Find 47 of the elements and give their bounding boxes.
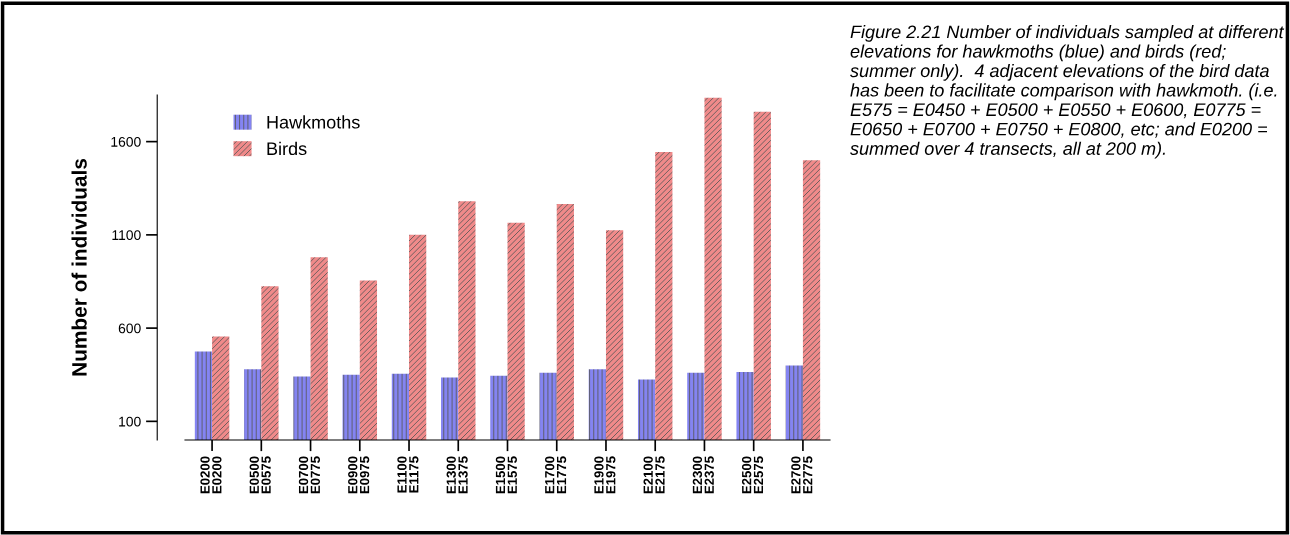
bar (655, 151, 673, 440)
bar (409, 234, 427, 440)
y-tick-label: 100 (119, 416, 141, 427)
bar (244, 369, 262, 440)
bar (212, 336, 230, 440)
bar (637, 379, 656, 440)
bar (802, 160, 821, 440)
bar (753, 111, 771, 440)
x-tick-label: E1500 E1575 (495, 456, 517, 494)
x-tick-label: E0700 E0775 (298, 456, 321, 494)
x-tick-label: E0200 E0200 (200, 456, 222, 494)
x-tick-label: E1100 E1175 (397, 456, 419, 493)
bar (736, 371, 754, 440)
x-tick-label: E0900 E0975 (348, 456, 370, 494)
bar (359, 280, 378, 440)
x-tick-label: E0500 E0575 (249, 456, 271, 494)
bar (261, 286, 279, 440)
bar (293, 376, 311, 440)
y-tick-label: 1600 (111, 136, 141, 147)
x-tick-label: E2500 E2575 (741, 456, 764, 494)
bar (704, 97, 722, 440)
x-tick-label: E2100 E2175 (643, 456, 665, 494)
bar (605, 230, 624, 440)
legend-label: Hawkmoths (267, 115, 360, 129)
bar (441, 377, 459, 440)
y-tick-label: 1100 (112, 230, 141, 241)
bar (539, 372, 557, 440)
x-tick-label: E1900 E1975 (594, 456, 616, 494)
bar (310, 257, 328, 440)
bar (556, 204, 574, 440)
bar (687, 372, 705, 440)
x-tick-label: E1700 E1775 (545, 456, 567, 494)
bar (194, 351, 213, 440)
legend-label: Birds (267, 141, 307, 156)
bar (785, 365, 803, 440)
y-tick-label: 600 (118, 323, 141, 334)
x-tick-label: E2300 E2375 (692, 456, 714, 494)
caption: Figure 2.21 Number of individuals sampled at different elevations for hawkmoths (blue) and birds (red; summer only). 4 adjacent elevations of the bird data has been to facilitate comparison with hawkmoth. (i.e. E575 = E0450 + E0500 + E0550 + E0600, E0775 = E0650 + E0700 + E0750 + E0800, etc; and E0200 = summed over 4 transects, all at 200 m). (850, 25, 1285, 159)
bar (342, 374, 360, 440)
bar (490, 375, 508, 440)
bar (391, 373, 410, 440)
x-tick-label: E1300 E1375 (446, 456, 468, 494)
bar (458, 201, 476, 440)
bar (507, 222, 525, 440)
x-tick-label: E2700 E2775 (791, 456, 813, 494)
y-axis-title: Number of individuals (71, 158, 87, 376)
bar (588, 369, 606, 440)
